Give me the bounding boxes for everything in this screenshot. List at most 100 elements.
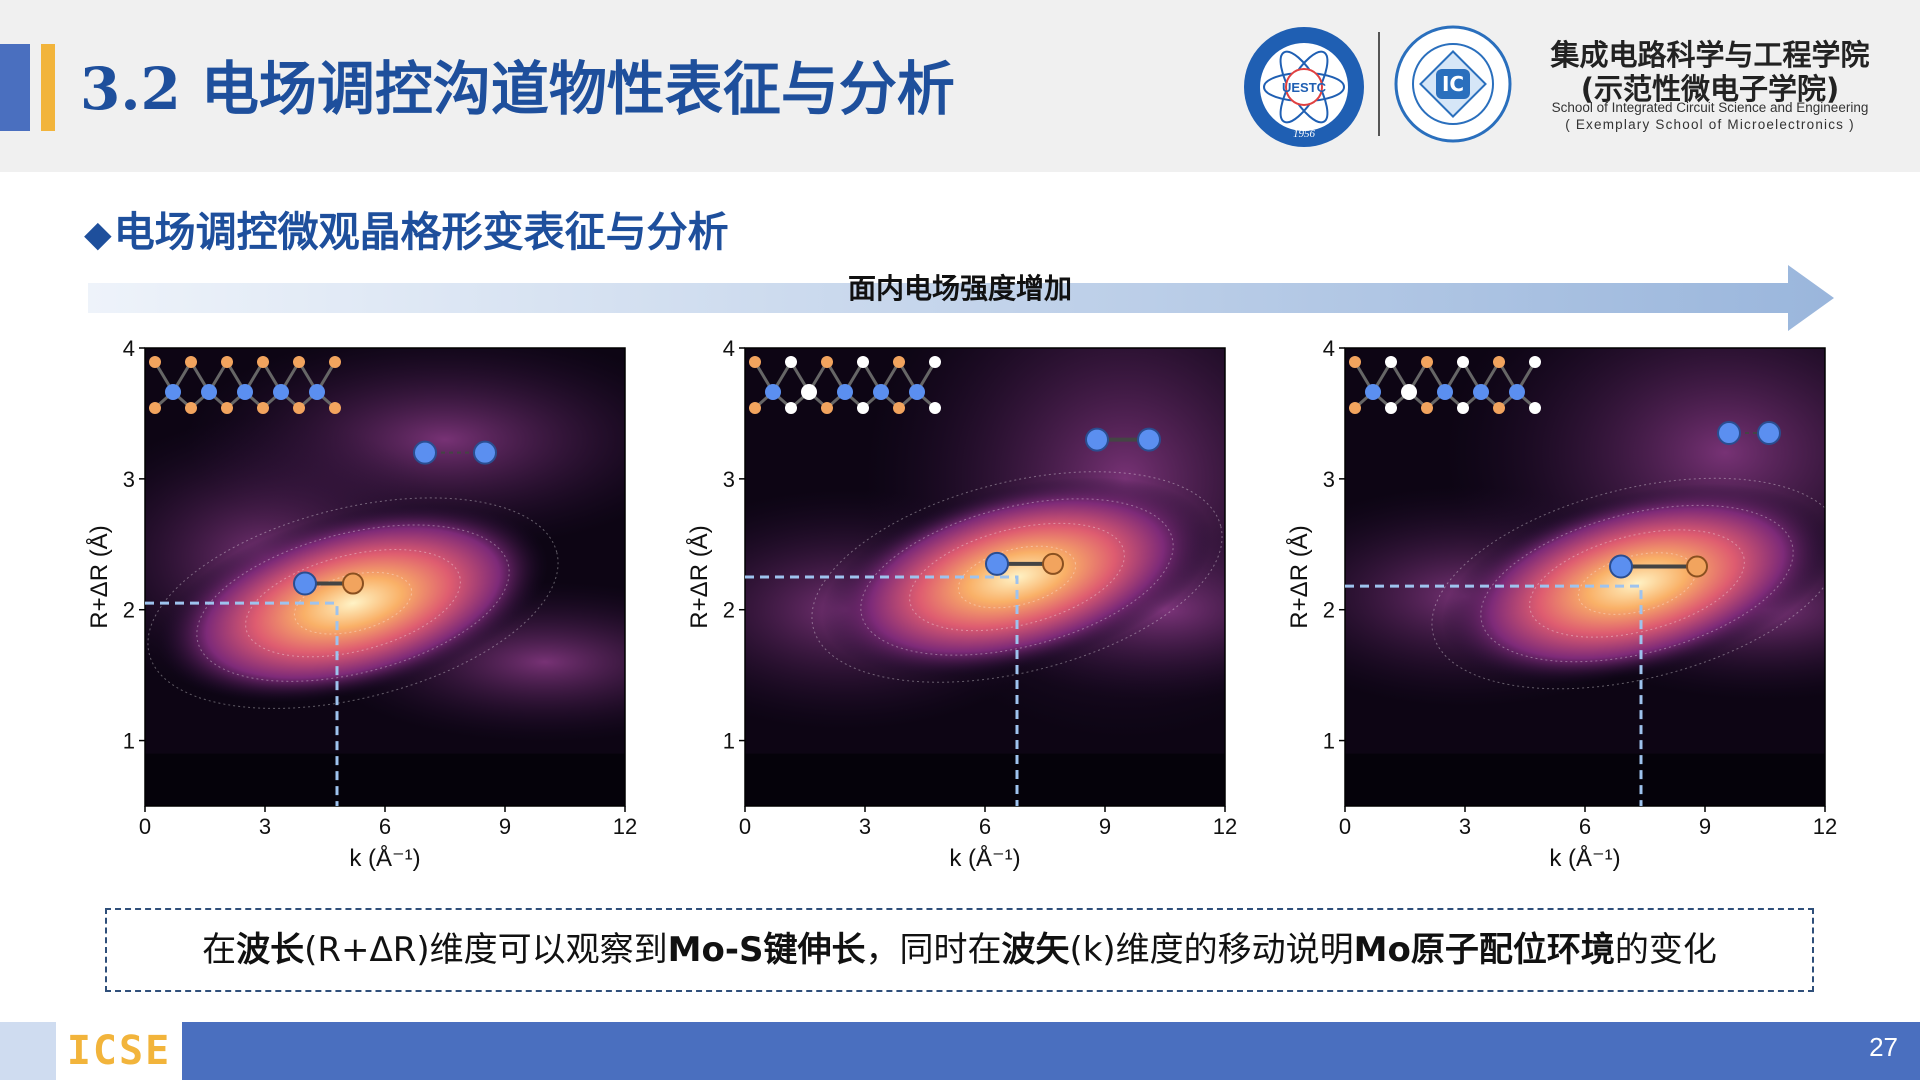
vacancy-atom [857, 402, 869, 414]
y-tick-label: 3 [123, 467, 135, 492]
vacancy-atom [1385, 356, 1397, 368]
mo-atom-small [1473, 384, 1489, 400]
heatmap-low-band [1345, 753, 1825, 806]
s-atom-small [1349, 402, 1361, 414]
wt-panel-1: 0 3 6 9 12 1 2 3 4 k (Å⁻¹) R+ΔR (Å) [85, 340, 645, 880]
section-number: 3.2 [80, 55, 181, 123]
x-axis-label: k (Å⁻¹) [1549, 844, 1620, 872]
y-axis-label: R+ΔR (Å) [685, 525, 713, 628]
school-name-en: School of Integrated Circuit Science and… [1551, 100, 1869, 115]
mo-atom-small [837, 384, 853, 400]
vacancy-atom [1385, 402, 1397, 414]
s-atom-small [185, 356, 197, 368]
heatmap-contour [1480, 504, 1794, 663]
footer-bar [182, 1022, 1920, 1080]
x-axis-label: k (Å⁻¹) [349, 844, 420, 872]
y-axis-label: R+ΔR (Å) [85, 525, 113, 628]
lattice-inset [749, 356, 941, 414]
slide-title: 3.2 电场调控沟道物性表征与分析 [80, 46, 955, 132]
lattice-inset [149, 356, 341, 414]
caption-part: 的变化 [1614, 930, 1717, 970]
heatmap-contour [245, 549, 461, 658]
wt-panel-3: 0 3 6 9 12 1 2 3 4 k (Å⁻¹) R+ΔR (Å) [1285, 340, 1845, 880]
x-tick-label: 3 [1459, 814, 1471, 839]
mo-atom [1757, 421, 1781, 446]
s-atom-small [1493, 402, 1505, 414]
x-tick-label: 0 [1339, 814, 1351, 839]
x-tick-label: 9 [499, 814, 511, 839]
s-atom-small [821, 402, 833, 414]
x-tick-label: 3 [859, 814, 871, 839]
heatmap-peak [1441, 483, 1825, 684]
x-tick-label: 0 [139, 814, 151, 839]
uestc-logo: UESTC 1956 [1244, 27, 1364, 147]
title-text: 电场调控沟道物性表征与分析 [200, 55, 955, 123]
school-name-cn-sub: (示范性微电子学院) [1580, 72, 1840, 106]
y-tick-label: 1 [123, 729, 135, 754]
x-tick-label: 12 [613, 814, 637, 839]
s-atom-small [893, 402, 905, 414]
s-atom [342, 572, 364, 595]
logo1-year: 1956 [1293, 128, 1316, 140]
heatmap-contour [957, 545, 1077, 609]
footer-accent [0, 1022, 56, 1080]
arrow-label: 面内电场强度增加 [847, 272, 1072, 305]
heatmap-contour [293, 571, 413, 635]
mo-atom-small [1401, 384, 1417, 400]
s-atom [1686, 555, 1708, 578]
mo-atom [1085, 427, 1109, 452]
school-logo: IC [1394, 25, 1512, 143]
x-tick-label: 9 [1699, 814, 1711, 839]
mo-atom-small [1437, 384, 1453, 400]
lattice-inset [1349, 356, 1541, 414]
peak-guide-line [1345, 584, 1643, 806]
s-atom-small [749, 402, 761, 414]
mo-atom-small [909, 384, 925, 400]
mo-atom-small [873, 384, 889, 400]
vacancy-atom [1529, 402, 1541, 414]
heatmap-low-band [145, 753, 625, 806]
mo-atom [985, 551, 1009, 576]
caption-bold: Mo-S键伸长 [667, 930, 866, 970]
s-atom-small [149, 402, 161, 414]
vacancy-atom [1457, 402, 1469, 414]
s-atom [1042, 552, 1064, 575]
wt-panel-2: 0 3 6 9 12 1 2 3 4 k (Å⁻¹) R+ΔR (Å) [685, 340, 1245, 880]
header-accent-blue [0, 44, 30, 131]
s-atom-small [293, 402, 305, 414]
x-tick-label: 9 [1099, 814, 1111, 839]
heatmap-contour [1431, 477, 1825, 690]
x-tick-label: 0 [739, 814, 751, 839]
s-atom-small [1493, 356, 1505, 368]
section-subtitle: ◆电场调控微观晶格形变表征与分析 [84, 198, 729, 258]
s-atom-small [1349, 356, 1361, 368]
x-tick-label: 12 [1213, 814, 1237, 839]
y-tick-label: 4 [723, 340, 735, 361]
y-tick-label: 4 [123, 340, 135, 361]
diamond-bullet-icon: ◆ [84, 214, 112, 255]
caption-bold: 波长 [236, 930, 305, 970]
field-increase-arrow [88, 265, 1834, 331]
mo-atom-small [165, 384, 181, 400]
y-tick-label: 2 [723, 598, 735, 623]
s-atom-small [221, 356, 233, 368]
mo-atom-small [237, 384, 253, 400]
school-name-cn: 集成电路科学与工程学院 [1550, 38, 1870, 72]
mo-atom [1609, 554, 1633, 579]
school-name-en-sub: ( Exemplary School of Microelectronics ) [1565, 117, 1855, 132]
mo-atom-small [1509, 384, 1525, 400]
vacancy-atom [1457, 356, 1469, 368]
mo-atom-small [273, 384, 289, 400]
x-tick-label: 6 [379, 814, 391, 839]
mo-atom [293, 571, 317, 596]
y-axis-label: R+ΔR (Å) [1285, 525, 1313, 628]
header-band: 3.2 电场调控沟道物性表征与分析 UESTC 1956 IC 集成电路科学与工程… [0, 0, 1920, 172]
heatmap-contour [196, 524, 510, 682]
s-atom-small [257, 356, 269, 368]
y-tick-label: 4 [1323, 340, 1335, 361]
y-tick-label: 3 [723, 467, 735, 492]
heatmap-peak [157, 503, 549, 704]
s-atom-small [221, 402, 233, 414]
mo-atom [1137, 427, 1161, 452]
